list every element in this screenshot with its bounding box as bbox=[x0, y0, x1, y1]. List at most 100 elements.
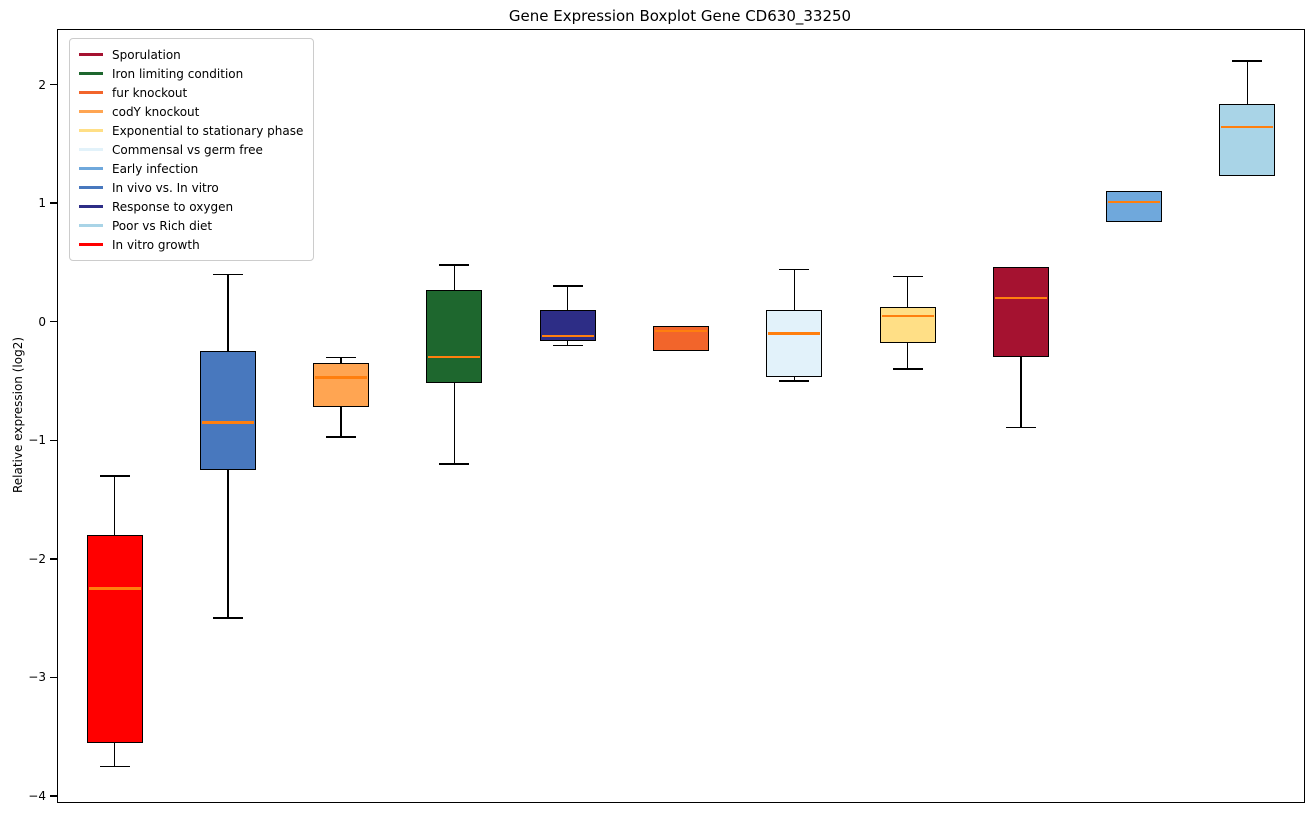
legend-item: codY knockout bbox=[79, 102, 303, 121]
whisker-line-upper bbox=[906, 276, 909, 308]
median-line bbox=[315, 376, 368, 379]
median-line bbox=[881, 314, 934, 317]
box-sporulation bbox=[992, 267, 1049, 358]
legend-item: Response to oxygen bbox=[79, 197, 303, 216]
legend-line-swatch bbox=[79, 224, 103, 227]
whisker-line-lower bbox=[793, 377, 796, 381]
box-early-infection bbox=[1106, 191, 1163, 223]
y-tick-label: −3 bbox=[28, 670, 46, 685]
legend-item: Iron limiting condition bbox=[79, 64, 303, 83]
legend: Sporulation Iron limiting condition fur kn… bbox=[69, 38, 315, 261]
legend-label: Exponential to stationary phase bbox=[112, 123, 304, 138]
whisker-cap-upper bbox=[99, 475, 130, 477]
whisker-line-upper bbox=[340, 357, 342, 364]
legend-label: codY knockout bbox=[112, 104, 200, 119]
legend-line-swatch bbox=[79, 167, 103, 170]
legend-label: Poor vs Rich diet bbox=[112, 218, 213, 233]
chart-title: Gene Expression Boxplot Gene CD630_33250 bbox=[508, 7, 852, 25]
whisker-cap-upper bbox=[552, 285, 583, 287]
whisker-line-lower bbox=[906, 343, 909, 370]
plot-area: Sporulation Iron limiting condition fur kn… bbox=[28, 29, 1305, 803]
box-iron-limiting-condition bbox=[426, 289, 483, 384]
box-poor-vs-rich-diet bbox=[1219, 103, 1276, 176]
box-in-vivo-vs-in-vitro bbox=[199, 351, 256, 470]
legend-line-swatch bbox=[79, 53, 103, 56]
box-cody-knockout bbox=[313, 363, 370, 408]
median-line bbox=[428, 356, 481, 359]
whisker-cap-lower bbox=[326, 436, 357, 438]
y-tick bbox=[50, 83, 57, 86]
whisker-cap-upper bbox=[439, 264, 470, 266]
whisker-line-lower bbox=[1020, 357, 1022, 428]
legend-label: Iron limiting condition bbox=[112, 66, 244, 81]
y-tick-label: 0 bbox=[38, 314, 46, 329]
whisker-cap-upper bbox=[1232, 60, 1263, 62]
y-tick bbox=[50, 202, 57, 204]
whisker-line-upper bbox=[453, 264, 456, 290]
legend-item: fur knockout bbox=[79, 83, 303, 102]
legend-item: Poor vs Rich diet bbox=[79, 216, 303, 235]
median-line bbox=[655, 330, 707, 333]
legend-label: Sporulation bbox=[112, 47, 181, 62]
legend-line-swatch bbox=[79, 129, 103, 132]
y-tick bbox=[50, 795, 57, 797]
median-line bbox=[1221, 126, 1274, 129]
whisker-cap-lower bbox=[439, 463, 470, 465]
legend-item: Early infection bbox=[79, 159, 303, 178]
legend-line-swatch bbox=[79, 110, 103, 113]
legend-item: In vivo vs. In vitro bbox=[79, 178, 303, 197]
whisker-line-lower bbox=[227, 469, 229, 619]
whisker-line-upper bbox=[1246, 60, 1249, 104]
legend-line-swatch bbox=[79, 91, 103, 94]
whisker-line-lower bbox=[113, 742, 116, 767]
y-tick-label: −2 bbox=[28, 551, 46, 566]
whisker-cap-upper bbox=[326, 356, 357, 359]
box-exponential-to-stationary-phase bbox=[879, 307, 936, 344]
legend-line-swatch bbox=[79, 72, 103, 75]
whisker-cap-lower bbox=[552, 344, 583, 347]
legend-label: In vitro growth bbox=[112, 237, 200, 252]
legend-label: Commensal vs germ free bbox=[112, 142, 263, 157]
legend-item: Sporulation bbox=[79, 45, 303, 64]
whisker-line-lower bbox=[453, 383, 456, 464]
median-line bbox=[1108, 200, 1161, 204]
y-tick bbox=[50, 558, 57, 560]
box-commensal-vs-germ-free bbox=[766, 309, 823, 378]
median-line bbox=[88, 587, 141, 590]
legend-label: Response to oxygen bbox=[112, 199, 234, 214]
whisker-line-upper bbox=[566, 286, 569, 310]
legend-label: In vivo vs. In vitro bbox=[112, 180, 219, 195]
whisker-cap-lower bbox=[892, 368, 923, 370]
whisker-cap-upper bbox=[892, 275, 923, 278]
whisker-line-upper bbox=[227, 274, 229, 352]
median-line bbox=[541, 334, 594, 338]
whisker-line-lower bbox=[340, 407, 342, 437]
median-line bbox=[994, 296, 1047, 300]
legend-line-swatch bbox=[79, 186, 103, 189]
y-tick bbox=[50, 439, 57, 442]
legend-line-swatch bbox=[79, 205, 103, 208]
y-axis-label: Relative expression (log2) bbox=[11, 336, 25, 494]
y-tick-label: −1 bbox=[28, 433, 46, 448]
whisker-cap-lower bbox=[779, 380, 810, 382]
box-in-vitro-growth bbox=[86, 535, 143, 743]
y-tick bbox=[50, 320, 57, 323]
legend-label: fur knockout bbox=[112, 85, 188, 100]
legend-item: In vitro growth bbox=[79, 235, 303, 254]
whisker-cap-lower bbox=[99, 765, 130, 768]
whisker-cap-lower bbox=[212, 617, 243, 619]
median-line bbox=[201, 421, 254, 424]
y-tick-label: 2 bbox=[38, 77, 46, 92]
median-line bbox=[768, 332, 821, 335]
legend-item: Exponential to stationary phase bbox=[79, 121, 303, 140]
legend-line-swatch bbox=[79, 148, 103, 151]
y-tick bbox=[50, 676, 57, 679]
whisker-line-upper bbox=[113, 475, 116, 536]
legend-label: Early infection bbox=[112, 161, 199, 176]
whisker-cap-upper bbox=[779, 268, 810, 271]
whisker-line-lower bbox=[566, 340, 569, 346]
whisker-cap-upper bbox=[212, 273, 243, 276]
legend-item: Commensal vs germ free bbox=[79, 140, 303, 159]
y-tick-label: 1 bbox=[38, 196, 46, 211]
